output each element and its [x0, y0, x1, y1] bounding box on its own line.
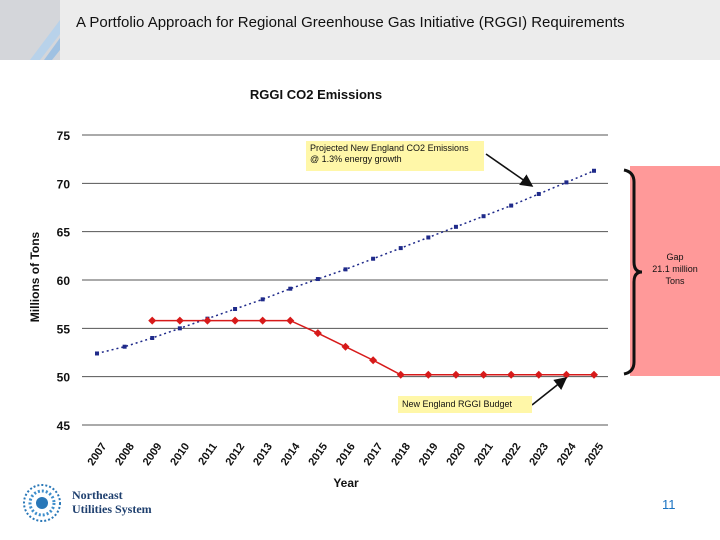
x-tick-label: 2020	[444, 441, 468, 468]
gap-highlight	[630, 166, 720, 376]
projected-point	[564, 180, 569, 185]
x-axis-title: Year	[333, 476, 359, 490]
slide-title: A Portfolio Approach for Regional Greenh…	[76, 14, 625, 31]
budget-arrow	[531, 377, 568, 406]
projected-line	[96, 170, 595, 355]
budget-point	[258, 316, 267, 325]
gap-label-line3: Tons	[665, 276, 685, 286]
projected-point	[371, 256, 376, 261]
x-tick-label: 2010	[168, 441, 192, 468]
budget-point	[148, 316, 157, 325]
x-tick-label: 2008	[113, 441, 137, 468]
projected-point	[150, 336, 155, 340]
projected-point	[481, 214, 486, 219]
header-band	[0, 0, 720, 60]
x-tick-label: 2014	[279, 440, 303, 468]
x-tick-label: 2023	[527, 441, 551, 468]
projected-point	[122, 344, 127, 349]
projected-point	[288, 286, 293, 291]
projected-point	[343, 267, 348, 272]
budget-point	[451, 370, 460, 379]
x-tick-label: 2019	[417, 441, 441, 468]
y-tick-label: 60	[57, 274, 71, 288]
budget-callout: New England RGGI Budget	[398, 396, 532, 413]
logo-line2: Utilities System	[72, 502, 152, 516]
sunburst-logo-icon	[22, 483, 62, 523]
budget-point	[479, 370, 488, 379]
projected-point	[592, 168, 596, 173]
projected-point	[536, 191, 541, 196]
y-axis-title: Millions of Tons	[28, 231, 42, 323]
page-number: 11	[662, 497, 676, 512]
x-tick-label: 2012	[224, 441, 248, 468]
x-tick-label: 2024	[555, 440, 579, 468]
gap-brace	[623, 168, 643, 376]
budget-point	[231, 316, 240, 325]
chart-title: RGGI CO2 Emissions	[250, 87, 382, 102]
budget-point	[175, 316, 184, 325]
x-axis-ticks: 2007 2008 2009 2010 2011 2012 2013 2014 2015 2016…	[85, 440, 606, 468]
budget-point	[203, 316, 212, 325]
x-tick-label: 2011	[196, 441, 220, 467]
y-tick-label: 50	[57, 371, 71, 385]
y-tick-label: 55	[57, 322, 71, 336]
x-tick-label: 2013	[251, 441, 275, 468]
projected-point	[509, 203, 514, 208]
gap-label-line2: 21.1 million	[652, 264, 698, 274]
projected-point	[233, 307, 238, 311]
budget-point	[562, 370, 571, 379]
x-tick-label: 2015	[306, 441, 330, 468]
x-tick-label: 2022	[500, 441, 524, 468]
x-tick-label: 2007	[85, 441, 109, 468]
y-axis-ticks: 45 50 55 60 65 70 75	[57, 129, 71, 433]
budget-point	[507, 370, 516, 379]
gap-label-line1: Gap	[666, 252, 684, 262]
y-tick-label: 75	[57, 129, 71, 143]
budget-point	[534, 370, 543, 379]
series-group	[95, 168, 598, 379]
x-tick-label: 2016	[334, 441, 358, 468]
projected-callout: Projected New England CO2 Emissions @ 1.…	[306, 141, 484, 171]
x-tick-label: 2017	[362, 441, 386, 468]
projected-arrow	[485, 153, 534, 187]
y-tick-label: 65	[57, 226, 71, 240]
y-tick-label: 45	[57, 419, 71, 433]
projected-point	[426, 235, 431, 240]
projected-point	[95, 351, 99, 356]
chart-grid	[82, 134, 608, 426]
x-tick-label: 2009	[141, 441, 165, 468]
budget-point	[590, 370, 598, 379]
projected-point	[398, 246, 403, 251]
header-stripe-icon	[30, 20, 60, 60]
header-logo-graphic	[0, 0, 60, 60]
projected-point	[315, 277, 320, 282]
company-logo-text: Northeast Utilities System	[72, 488, 152, 516]
budget-point	[396, 370, 405, 379]
x-tick-label: 2021	[472, 441, 496, 468]
budget-point	[424, 370, 433, 379]
budget-point	[369, 356, 378, 365]
x-tick-label: 2018	[389, 441, 413, 468]
projected-point	[260, 297, 265, 302]
projected-point	[453, 224, 458, 229]
y-tick-label: 70	[57, 177, 71, 191]
logo-line1: Northeast	[72, 488, 123, 502]
projected-point	[177, 326, 182, 331]
budget-point	[313, 329, 322, 338]
x-tick-label: 2025	[582, 441, 606, 468]
budget-point	[286, 316, 295, 325]
budget-point	[341, 342, 350, 351]
gap-label: Gap 21.1 million Tons	[636, 251, 714, 287]
